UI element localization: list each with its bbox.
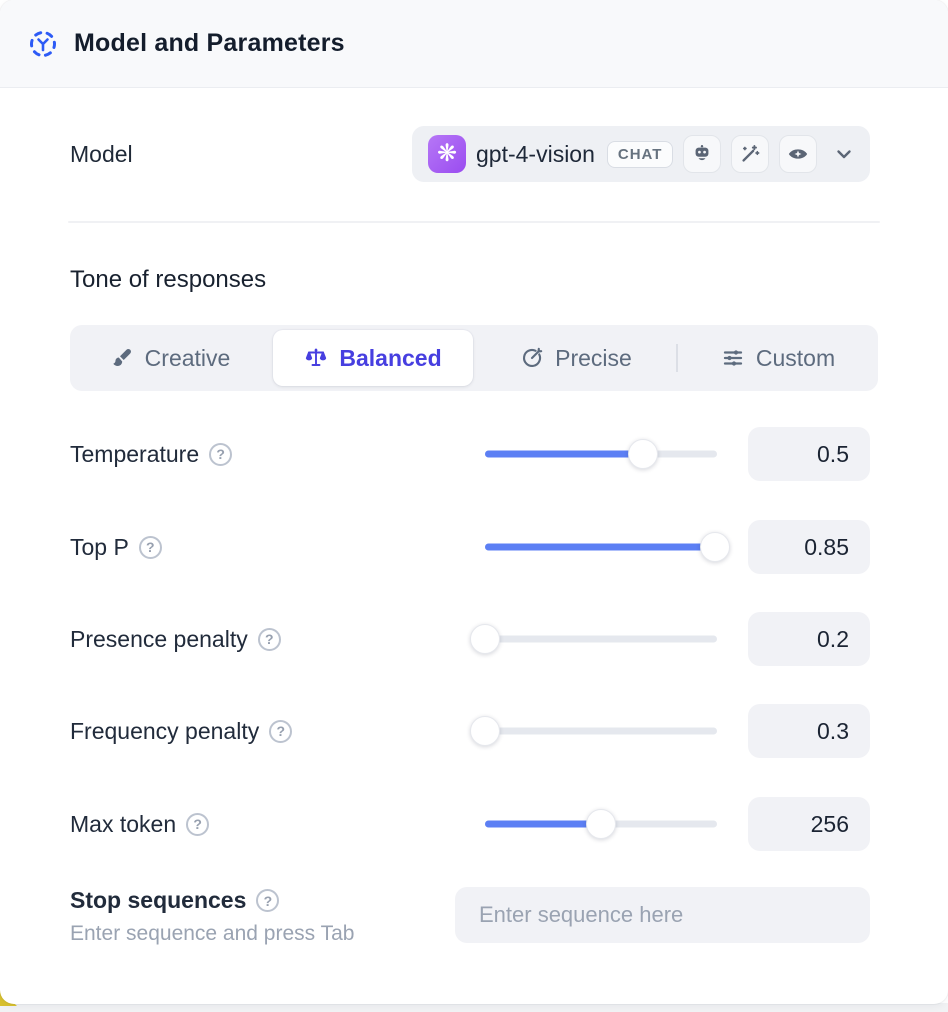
model-label: Model	[70, 140, 133, 167]
tone-option-label: Custom	[755, 344, 836, 371]
tone-option-creative[interactable]: Creative	[70, 330, 270, 386]
parameter-row-max-token: Max token ? 256	[70, 797, 870, 851]
selected-model-name: gpt-4-vision	[476, 140, 595, 167]
panel-title: Model and Parameters	[74, 29, 345, 57]
help-icon[interactable]: ?	[209, 442, 233, 466]
slider-thumb[interactable]	[470, 716, 500, 746]
slider-track	[485, 727, 717, 735]
max-token-slider[interactable]	[485, 809, 717, 839]
tone-option-custom[interactable]: Custom	[678, 330, 878, 386]
backdrop-strip	[0, 1003, 948, 1012]
frequency-penalty-slider[interactable]	[470, 716, 717, 746]
parameter-row-frequency-penalty: Frequency penalty ? 0.3	[70, 704, 870, 758]
parameter-label: Presence penalty	[70, 625, 248, 652]
frequency-penalty-value[interactable]: 0.3	[748, 704, 870, 758]
tone-option-label: Creative	[144, 344, 231, 371]
temperature-value[interactable]: 0.5	[748, 427, 870, 481]
tone-option-label: Precise	[555, 344, 632, 371]
presence-penalty-value[interactable]: 0.2	[748, 612, 870, 666]
balance-scale-icon	[306, 348, 327, 366]
target-icon	[523, 347, 543, 367]
temperature-slider[interactable]	[485, 439, 717, 469]
slider-fill	[485, 450, 643, 458]
model-dashed-circle-icon	[28, 29, 58, 59]
slider-fill	[485, 820, 601, 828]
tone-heading: Tone of responses	[70, 266, 267, 293]
segment-divider	[676, 344, 678, 372]
parameter-label: Max token	[70, 810, 177, 837]
parameter-row-temperature: Temperature ? 0.5	[70, 427, 870, 481]
help-icon[interactable]: ?	[269, 719, 293, 743]
model-type-badge: CHAT	[606, 140, 674, 168]
stop-sequences-hint: Enter sequence and press Tab	[70, 922, 355, 945]
parameter-label: Temperature	[70, 440, 200, 467]
magic-wand-icon	[731, 135, 770, 173]
stop-sequences-label: Stop sequences	[70, 887, 247, 913]
slider-thumb[interactable]	[699, 532, 730, 562]
max-token-value[interactable]: 256	[748, 797, 870, 851]
openai-logo-icon: ❋	[428, 135, 466, 173]
top-p-value[interactable]: 0.85	[748, 520, 870, 574]
tone-option-balanced[interactable]: Balanced	[273, 330, 473, 386]
slider-thumb[interactable]	[627, 439, 658, 469]
slider-fill	[485, 543, 715, 551]
help-icon[interactable]: ?	[186, 812, 210, 836]
model-select-dropdown[interactable]: ❋ gpt-4-vision CHAT	[412, 126, 870, 182]
parameter-row-presence-penalty: Presence penalty ? 0.2	[70, 612, 870, 666]
parameter-label: Top P	[70, 533, 129, 560]
parameter-label: Frequency penalty	[70, 717, 260, 744]
help-icon[interactable]: ?	[257, 627, 281, 651]
paintbrush-icon	[112, 349, 131, 366]
tone-option-label: Balanced	[339, 344, 442, 371]
slider-thumb[interactable]	[586, 809, 616, 839]
top-p-slider[interactable]	[485, 532, 730, 562]
section-divider	[68, 221, 880, 223]
help-icon[interactable]: ?	[256, 889, 280, 912]
chevron-down-icon	[833, 143, 855, 165]
tone-option-precise[interactable]: Precise	[476, 330, 676, 386]
tone-segmented-control: Creative Balanced Precise	[70, 325, 878, 391]
panel-header: Model and Parameters	[0, 0, 948, 88]
model-row: Model ❋ gpt-4-vision CHAT	[70, 126, 870, 182]
slider-track	[485, 635, 717, 643]
parameter-row-top-p: Top P ? 0.85	[70, 520, 870, 574]
robot-icon	[683, 135, 722, 173]
vision-eye-icon	[779, 135, 818, 173]
stop-sequence-input[interactable]	[455, 887, 870, 943]
sliders-icon	[723, 350, 743, 366]
slider-thumb[interactable]	[470, 624, 500, 654]
presence-penalty-slider[interactable]	[470, 624, 717, 654]
help-icon[interactable]: ?	[138, 535, 162, 559]
